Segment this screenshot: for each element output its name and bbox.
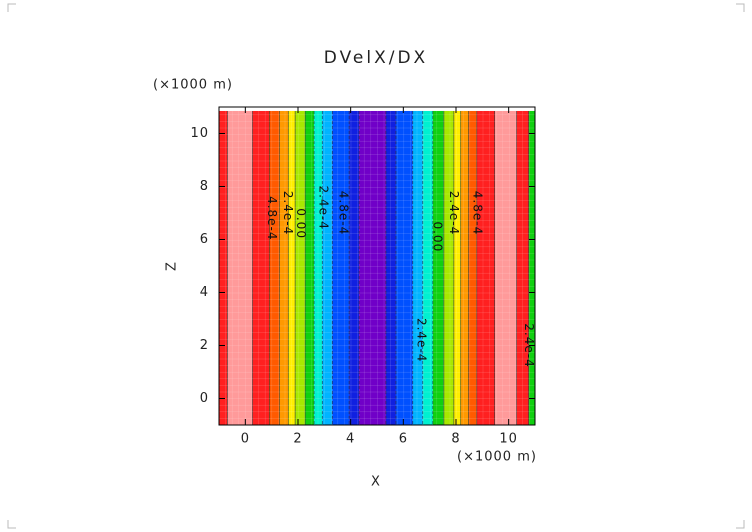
corner-marks [7, 3, 745, 529]
contour-label: 2.4e-4 [447, 191, 461, 235]
contour-band [349, 110, 360, 425]
contour-band [322, 110, 333, 425]
y-unit: (×1000 m) [153, 78, 233, 93]
y-tick-label: 4 [200, 285, 209, 300]
contour-band [314, 110, 323, 425]
contour-band [269, 110, 280, 425]
contour-band [227, 110, 253, 425]
y-axis-label: Z [165, 261, 180, 271]
contour-band [432, 110, 444, 425]
contour-band [443, 110, 454, 425]
contour-label: 4.8e-4 [471, 191, 485, 235]
contour-band [359, 110, 386, 425]
y-tick-label: 6 [200, 232, 209, 247]
contour-band [385, 110, 396, 425]
contour-band [528, 110, 535, 425]
x-tick-label: 2 [293, 432, 302, 447]
contour-label: 4.8e-4 [265, 196, 279, 240]
plot-frame [218, 106, 536, 426]
contour-band [422, 110, 433, 425]
contour-band [460, 110, 469, 425]
contour-band [279, 110, 289, 425]
contour-label: 0.00 [294, 208, 308, 239]
y-tick-label: 2 [200, 338, 209, 353]
contour-band [516, 110, 529, 425]
chart-title: DVelX/DX [324, 48, 428, 68]
contour-band [412, 110, 423, 425]
contour-band [395, 110, 413, 425]
contour-band [288, 110, 296, 425]
contour-band [476, 110, 495, 425]
contour-label: 4.8e-4 [336, 191, 350, 235]
contour-band [252, 110, 270, 425]
y-tick-label: 8 [200, 179, 209, 194]
x-tick-label: 0 [241, 432, 250, 447]
contour-band [295, 110, 306, 425]
contour-band [453, 110, 461, 425]
contour-band [468, 110, 477, 425]
plot-area: 4.8e-4 2.4e-4 0.00 2.4e-4 4.8e-40.002.4e-4 4.… [218, 106, 536, 426]
x-unit: (×1000 m) [457, 450, 537, 465]
contour-band [219, 110, 228, 425]
x-axis-label: X [371, 475, 381, 490]
contour-label: 0.00 [430, 221, 444, 252]
contour-band [494, 110, 517, 425]
contour-label: 2.4e-4 [281, 191, 295, 235]
y-tick-label: 0 [200, 391, 209, 406]
contour-band [332, 110, 350, 425]
y-tick-label: 10 [190, 126, 209, 141]
x-tick-label: 10 [499, 432, 518, 447]
x-tick-label: 8 [451, 432, 460, 447]
contour-label: 2.4e-4 [522, 323, 536, 367]
contour-label: 2.4e-4 [317, 185, 331, 229]
contour-label: 2.4e-4 [414, 318, 428, 362]
x-tick-label: 4 [346, 432, 355, 447]
x-tick-label: 6 [399, 432, 408, 447]
contour-band [305, 110, 315, 425]
